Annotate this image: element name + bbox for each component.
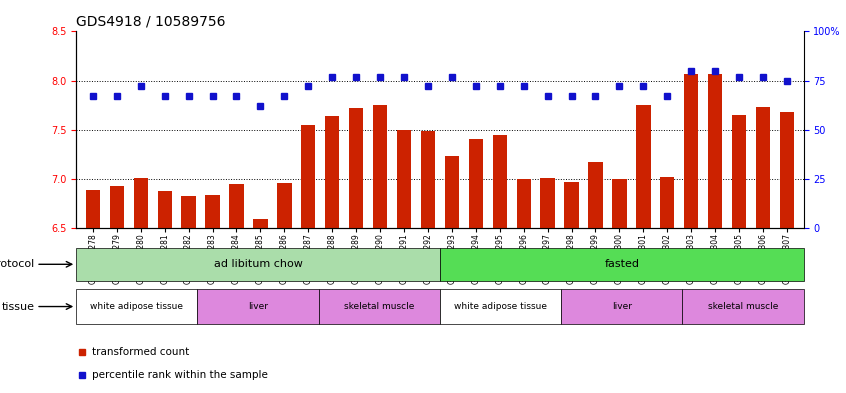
Bar — [492, 134, 507, 228]
FancyBboxPatch shape — [197, 289, 319, 324]
Bar — [277, 183, 292, 228]
Bar — [708, 73, 722, 228]
Bar — [373, 105, 387, 228]
Bar — [349, 108, 363, 228]
FancyBboxPatch shape — [561, 289, 683, 324]
Bar — [420, 130, 435, 228]
Text: transformed count: transformed count — [92, 347, 190, 357]
Bar — [469, 139, 483, 228]
FancyBboxPatch shape — [76, 248, 440, 281]
Bar — [181, 195, 195, 228]
Bar — [206, 195, 220, 228]
Text: white adipose tissue: white adipose tissue — [454, 302, 547, 311]
Bar — [397, 130, 411, 228]
FancyBboxPatch shape — [440, 248, 804, 281]
Bar — [229, 184, 244, 228]
Bar — [253, 219, 267, 228]
Text: liver: liver — [612, 302, 632, 311]
Text: protocol: protocol — [0, 259, 35, 269]
Bar — [684, 73, 699, 228]
Text: fasted: fasted — [604, 259, 640, 269]
Text: GDS4918 / 10589756: GDS4918 / 10589756 — [76, 15, 226, 29]
Bar — [157, 191, 172, 228]
Bar — [110, 186, 124, 228]
Bar — [636, 105, 651, 228]
Bar — [85, 190, 100, 228]
Bar — [325, 116, 339, 228]
Bar — [301, 125, 316, 228]
FancyBboxPatch shape — [440, 289, 561, 324]
Text: percentile rank within the sample: percentile rank within the sample — [92, 370, 268, 380]
Bar — [541, 178, 555, 228]
FancyBboxPatch shape — [76, 289, 197, 324]
Text: skeletal muscle: skeletal muscle — [708, 302, 778, 311]
Bar — [660, 177, 674, 228]
Bar — [445, 156, 459, 228]
Bar — [517, 179, 530, 228]
Bar — [564, 182, 579, 228]
Bar — [732, 115, 746, 228]
Text: ad libitum chow: ad libitum chow — [213, 259, 303, 269]
FancyBboxPatch shape — [319, 289, 440, 324]
Bar — [613, 179, 627, 228]
FancyBboxPatch shape — [683, 289, 804, 324]
Bar — [780, 112, 794, 228]
Bar — [755, 107, 770, 228]
Text: skeletal muscle: skeletal muscle — [344, 302, 415, 311]
Text: tissue: tissue — [2, 301, 35, 312]
Text: liver: liver — [248, 302, 268, 311]
Bar — [588, 162, 602, 228]
Bar — [134, 178, 148, 228]
Text: white adipose tissue: white adipose tissue — [91, 302, 184, 311]
